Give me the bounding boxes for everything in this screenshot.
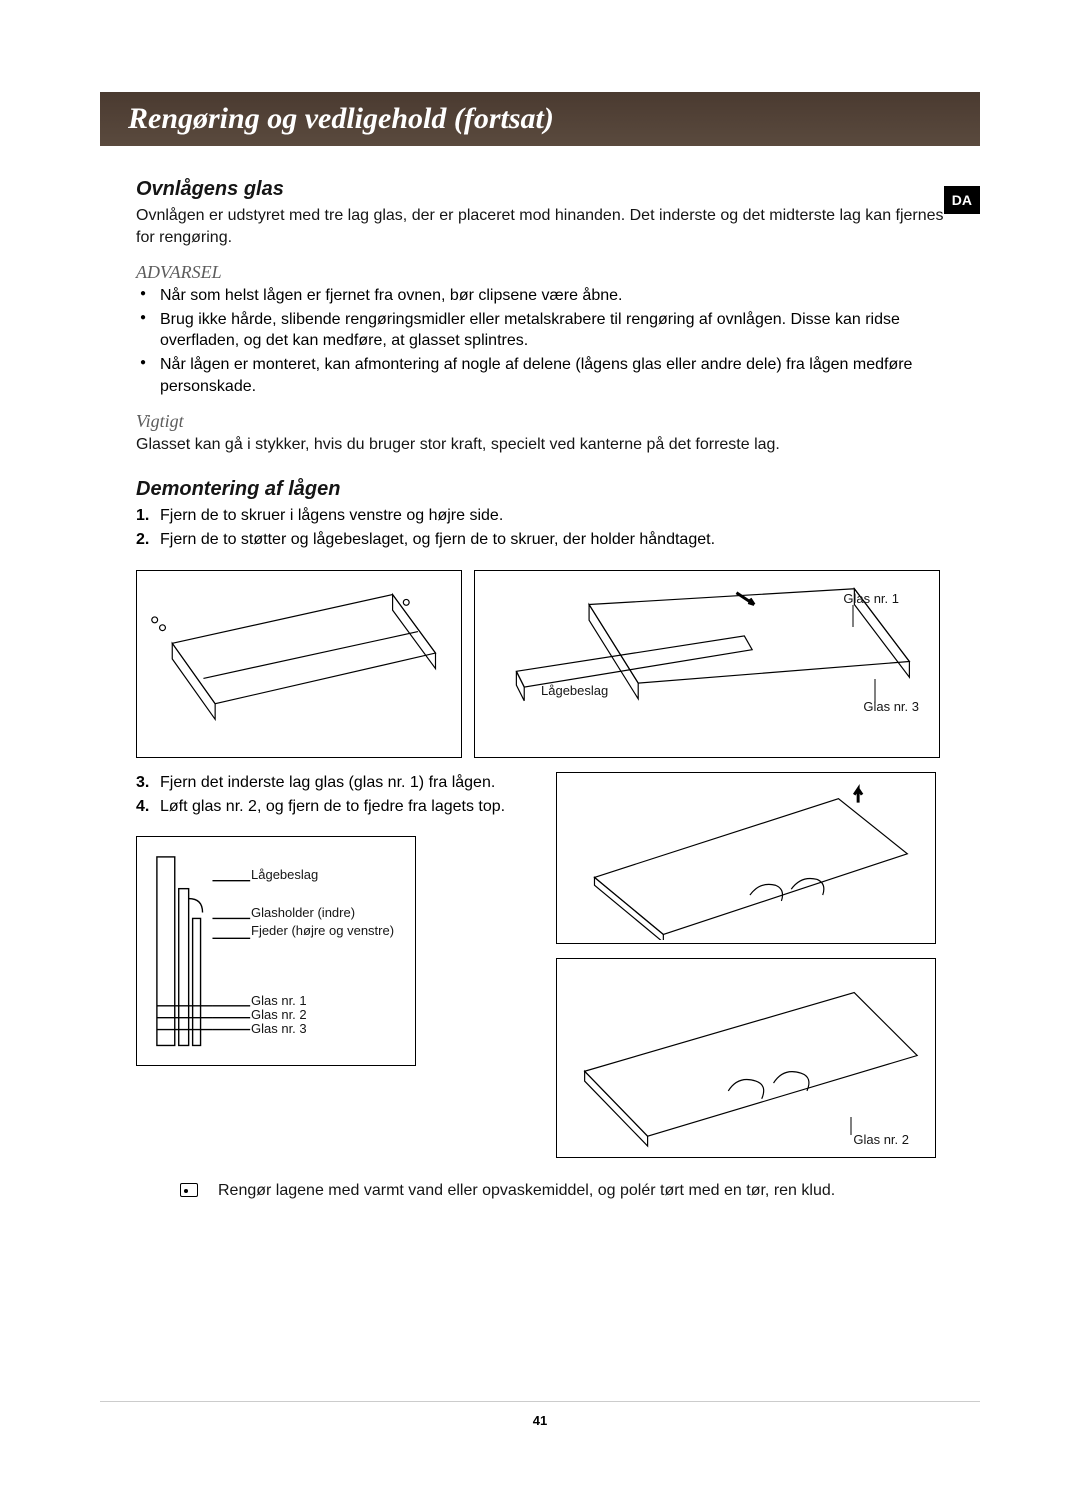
cs-label-glasholder: Glasholder (indre) <box>251 905 355 921</box>
step-item: 3.Fjern det inderste lag glas (glas nr. … <box>160 772 536 794</box>
figure-1 <box>136 570 462 758</box>
section-heading-demontering: Demontering af lågen <box>136 478 944 501</box>
section1-intro: Ovnlågen er udstyret med tre lag glas, d… <box>136 205 944 248</box>
advarsel-label: ADVARSEL <box>136 262 944 283</box>
note-row: Rengør lagene med varmt vand eller opvas… <box>136 1180 944 1202</box>
cs-label-fjeder: Fjeder (højre og venstre) <box>251 923 401 939</box>
advarsel-item: Når lågen er monteret, kan afmontering a… <box>160 354 944 397</box>
label-glas-2: Glas nr. 2 <box>853 1132 909 1147</box>
lower-row: 3.Fjern det inderste lag glas (glas nr. … <box>136 772 944 1158</box>
note-icon <box>180 1183 198 1197</box>
cs-label-glas3: Glas nr. 3 <box>251 1021 307 1037</box>
vigtigt-label: Vigtigt <box>136 411 944 432</box>
figure-4: Glas nr. 2 <box>556 958 936 1158</box>
steps-3-4: 3.Fjern det inderste lag glas (glas nr. … <box>136 772 536 819</box>
advarsel-list: Når som helst lågen er fjernet fra ovnen… <box>136 285 944 397</box>
page-footer: 41 <box>100 1401 980 1430</box>
advarsel-item: Brug ikke hårde, slibende rengøringsmidl… <box>160 309 944 352</box>
page-number: 41 <box>533 1413 547 1428</box>
section-heading-ovnlagens-glas: Ovnlågens glas <box>136 178 944 201</box>
label-lagebeslag: Lågebeslag <box>541 683 608 698</box>
cs-label-lagebeslag: Lågebeslag <box>251 867 318 883</box>
page-header: Rengøring og vedligehold (fortsat) <box>100 92 980 146</box>
figure-2: Lågebeslag Glas nr. 1 Glas nr. 3 <box>474 570 940 758</box>
leader-line <box>845 605 861 627</box>
leader-line <box>867 679 883 703</box>
label-glas-1: Glas nr. 1 <box>843 591 899 606</box>
step-item: 2.Fjern de to støtter og lågebeslaget, o… <box>160 529 944 551</box>
figure-1-art <box>143 577 455 753</box>
steps-1-2: 1.Fjern de to skruer i lågens venstre og… <box>136 505 944 552</box>
step-item: 4.Løft glas nr. 2, og fjern de to fjedre… <box>160 796 536 818</box>
advarsel-item: Når som helst lågen er fjernet fra ovnen… <box>160 285 944 307</box>
figure-3 <box>556 772 936 944</box>
vigtigt-text: Glasset kan gå i stykker, hvis du bruger… <box>136 434 944 456</box>
page-title: Rengøring og vedligehold (fortsat) <box>128 102 952 136</box>
figure-row-1: Lågebeslag Glas nr. 1 Glas nr. 3 <box>136 570 944 758</box>
language-tab: DA <box>944 186 980 214</box>
step-item: 1.Fjern de to skruer i lågens venstre og… <box>160 505 944 527</box>
figure-4-art <box>563 965 929 1154</box>
figure-cross-section: Lågebeslag Glasholder (indre) Fjeder (hø… <box>136 836 416 1066</box>
figure-3-art <box>563 779 929 940</box>
note-text: Rengør lagene med varmt vand eller opvas… <box>218 1180 944 1202</box>
leader-line <box>843 1117 859 1135</box>
